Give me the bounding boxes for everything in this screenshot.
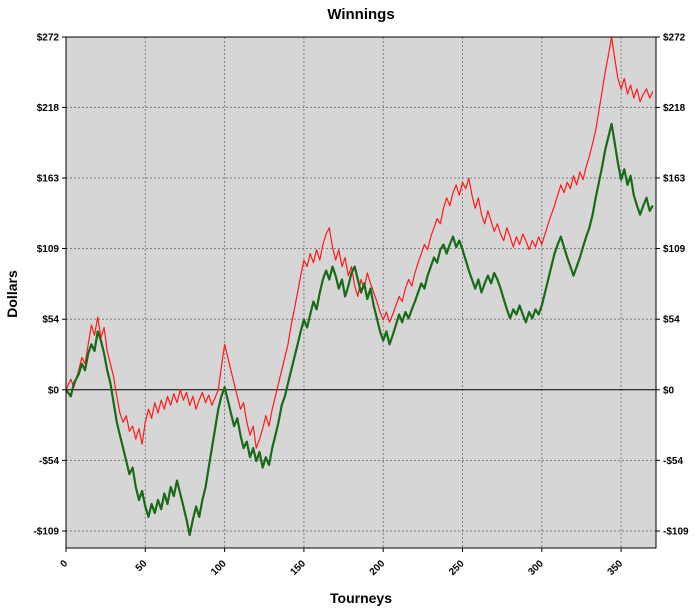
x-tick-label: 150 <box>288 558 308 578</box>
x-tick-label: 50 <box>134 558 150 574</box>
y-tick-label-right: $218 <box>663 103 686 114</box>
plot-border <box>65 36 657 549</box>
x-tick-label: 350 <box>606 558 626 578</box>
series-winnings-green <box>66 122 654 537</box>
y-tick-label-left: $0 <box>48 385 60 396</box>
y-tick-label-right: $0 <box>663 385 675 396</box>
y-tick-label-right: -$54 <box>663 456 683 467</box>
series-winnings-red <box>66 37 654 449</box>
y-tick-label-left: -$54 <box>39 456 59 467</box>
y-tick-label-left: $109 <box>37 244 60 255</box>
y-tick-label-left: -$109 <box>33 527 59 538</box>
x-axis-label: Tourneys <box>330 590 392 606</box>
chart-title: Winnings <box>327 6 395 23</box>
y-tick-label-left: $272 <box>37 33 60 44</box>
x-tick-label: 0 <box>58 558 70 570</box>
x-tick-label: 300 <box>526 558 546 578</box>
y-tick-label-right: $54 <box>663 315 680 326</box>
y-tick-label-left: $54 <box>42 315 59 326</box>
x-tick-label: 100 <box>209 558 229 578</box>
y-tick-label-right: $163 <box>663 173 686 184</box>
y-tick-label-left: $218 <box>37 103 60 114</box>
y-tick-label-right: $272 <box>663 33 686 44</box>
y-tick-label-right: $109 <box>663 244 686 255</box>
y-tick-label-right: -$109 <box>663 527 689 538</box>
x-tick-label: 250 <box>447 558 467 578</box>
x-tick-label: 200 <box>368 558 388 578</box>
y-tick-label-left: $163 <box>37 173 60 184</box>
